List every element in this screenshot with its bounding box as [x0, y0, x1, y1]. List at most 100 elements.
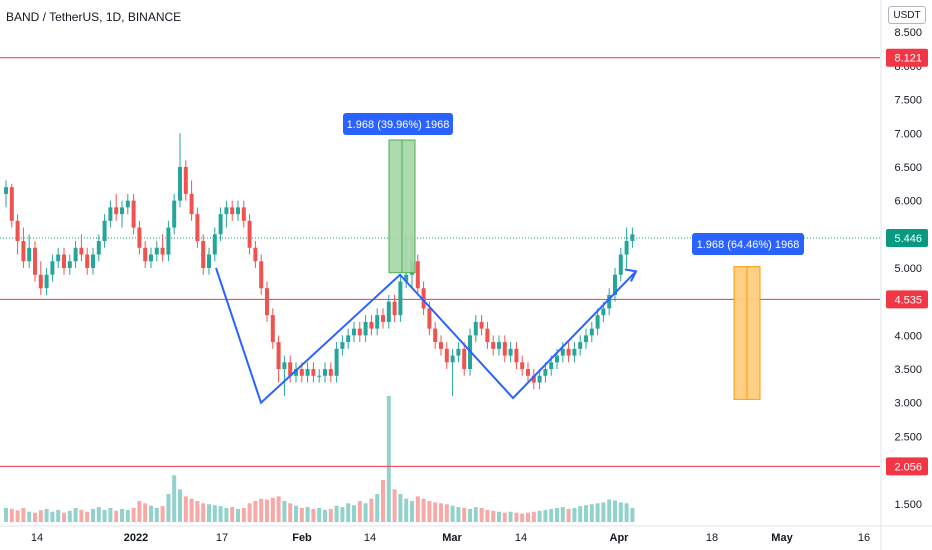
volume-bar	[311, 508, 316, 522]
candle-body	[253, 247, 258, 262]
candle-body	[265, 288, 269, 316]
volume-bar	[207, 504, 211, 522]
candle-body	[241, 207, 246, 221]
candle-body	[276, 342, 281, 370]
volume-bar	[270, 497, 275, 522]
price-level-label: 2.056	[894, 461, 922, 473]
volume-bar	[572, 508, 577, 522]
volume-bar	[392, 489, 397, 522]
candle-body	[334, 348, 339, 376]
candle-body	[9, 187, 14, 221]
candle-body	[236, 207, 240, 215]
price-tick-label: 1.500	[894, 499, 922, 511]
candle-body	[195, 214, 200, 242]
volume-bar	[433, 502, 438, 522]
volume-bar	[96, 507, 101, 522]
measure-label: 1.968 (64.46%) 1968	[697, 239, 800, 251]
volume-bar	[276, 496, 281, 522]
candle-body	[120, 207, 124, 215]
candle-body	[630, 234, 635, 242]
time-axis[interactable]: 14 2022 17 Feb 14 Mar 14 Apr 18 May 16	[0, 525, 932, 544]
volume-bar	[352, 505, 356, 522]
candle-body	[108, 207, 113, 221]
volume-bar	[439, 503, 443, 522]
candle-body	[369, 321, 374, 329]
candle-body	[131, 200, 136, 228]
volume-bar	[4, 508, 8, 522]
volume-bar	[91, 508, 95, 522]
currency-button[interactable]: USDT	[888, 6, 926, 24]
candle-body	[578, 342, 583, 349]
candle-body	[247, 220, 252, 248]
candle-body	[270, 315, 275, 343]
candle-body	[44, 274, 49, 289]
volume-bar	[195, 501, 200, 522]
candle-body	[299, 369, 304, 376]
candle-body	[363, 321, 368, 336]
price-tick-label: 7.500	[894, 95, 922, 107]
price-tick-label: 6.000	[894, 196, 922, 208]
volume-bar	[265, 499, 269, 522]
candle-body	[38, 274, 43, 289]
volume-bar	[125, 509, 130, 522]
candle-body	[282, 362, 287, 370]
candle-body	[201, 241, 206, 268]
volume-bar	[584, 505, 588, 522]
volume-bar	[340, 507, 345, 522]
candle-body	[520, 362, 525, 370]
candle-body	[549, 362, 554, 370]
volume-bar	[137, 501, 142, 522]
candle-body	[357, 328, 362, 336]
volume-bar	[444, 504, 449, 522]
candle-body	[508, 348, 513, 356]
candle-body	[56, 254, 61, 262]
volume-bar	[497, 511, 501, 522]
candle-body	[450, 355, 455, 363]
volume-bar	[21, 508, 26, 522]
measurement-layer: 1.968 (39.96%) 1968 1.968 (64.46%) 1968	[343, 113, 804, 400]
volume-bar	[607, 499, 612, 522]
candle-body	[502, 342, 507, 356]
volume-bar	[357, 501, 362, 522]
candle-body	[624, 241, 629, 255]
volume-bar	[212, 505, 217, 522]
volume-bar	[253, 501, 258, 522]
volume-bar	[241, 508, 246, 522]
candle-body	[207, 254, 211, 268]
volume-bar	[282, 501, 287, 522]
candle-body	[491, 342, 496, 349]
volume-bar	[381, 480, 385, 522]
volume-bar	[143, 503, 148, 522]
candle-body	[79, 247, 84, 255]
volume-bar	[201, 503, 206, 522]
price-level-tag	[886, 457, 928, 476]
volume-bar	[468, 508, 472, 522]
volume-bar	[236, 508, 240, 522]
time-tick-label: 14	[31, 532, 43, 544]
price-tick-label: 3.000	[894, 398, 922, 410]
price-tick-label: 7.000	[894, 128, 922, 140]
candle-body	[392, 301, 397, 316]
volume-bar	[566, 508, 571, 522]
volume-bar	[230, 507, 235, 522]
candle-body	[73, 247, 78, 262]
volume-bar	[108, 508, 113, 522]
candle-body	[137, 227, 142, 248]
price-axis[interactable]: 8.5008.0007.5007.0006.5006.0005.5005.000…	[880, 0, 928, 550]
volume-bar	[601, 502, 606, 522]
time-tick-label: 2022	[124, 532, 148, 544]
candle-body	[421, 288, 426, 309]
candle-body	[543, 369, 548, 376]
candle-body	[514, 348, 519, 363]
candle-body	[305, 369, 310, 376]
volume-bar	[334, 505, 339, 522]
candle-body	[386, 301, 391, 322]
candle-body	[33, 247, 37, 275]
current-price-label: 5.446	[894, 233, 922, 245]
time-tick-label: May	[771, 532, 793, 544]
volume-bar	[27, 511, 32, 522]
candle-body	[172, 200, 177, 228]
price-level-label: 4.535	[894, 294, 922, 306]
